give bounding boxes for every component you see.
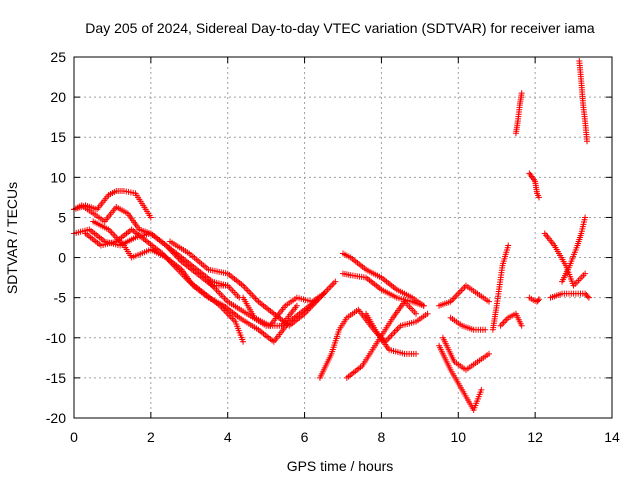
- y-tick-label: 15: [50, 129, 66, 145]
- data-point: [505, 242, 512, 249]
- x-axis-label: GPS time / hours: [287, 458, 394, 474]
- x-tick-label: 4: [224, 429, 232, 445]
- y-tick-label: -20: [46, 410, 66, 426]
- data-point: [240, 338, 247, 345]
- series-track-19: [497, 310, 525, 329]
- x-tick-label: 14: [604, 429, 620, 445]
- y-tick-label: 10: [50, 169, 66, 185]
- data-point: [332, 278, 339, 285]
- series-track-11: [340, 250, 427, 309]
- series-track-16: [439, 334, 493, 373]
- data-point: [584, 293, 591, 300]
- x-tick-label: 6: [301, 429, 309, 445]
- y-tick-label: 25: [50, 49, 66, 65]
- x-tick-label: 2: [147, 429, 155, 445]
- series-track-20: [512, 90, 525, 137]
- grid: [74, 57, 612, 418]
- series-track-15: [436, 282, 493, 309]
- data-point: [535, 296, 542, 303]
- data-point: [424, 310, 431, 317]
- y-tick-label: -5: [54, 290, 67, 306]
- y-tick-label: -15: [46, 370, 66, 386]
- chart-title: Day 205 of 2024, Sidereal Day-to-day VTE…: [85, 20, 595, 36]
- y-tick-label: -10: [46, 330, 66, 346]
- data-point: [583, 291, 590, 298]
- data-point: [320, 290, 327, 297]
- series-track-24: [547, 290, 592, 301]
- data-point: [585, 294, 592, 301]
- data-point: [584, 138, 591, 145]
- series-track-25: [559, 214, 589, 285]
- data-point: [478, 386, 485, 393]
- x-tick-label: 10: [450, 429, 466, 445]
- ticks: 0 2 4 6 8 10 12 14 -20 -15 -10 -5 0 5 10 15 20 25: [46, 49, 620, 445]
- series-track-21: [526, 170, 542, 201]
- data-point: [482, 326, 489, 333]
- series-track-6: [167, 238, 339, 329]
- x-tick-label: 8: [378, 429, 386, 445]
- data-point: [535, 194, 542, 201]
- data-point: [147, 214, 154, 221]
- plot-frame: [73, 56, 613, 419]
- data-point: [486, 350, 493, 357]
- data-point: [486, 298, 493, 305]
- data-point: [582, 290, 589, 297]
- data-point: [518, 90, 525, 97]
- series-track-23: [541, 230, 589, 289]
- x-tick-label: 12: [527, 429, 543, 445]
- data-point: [582, 214, 589, 221]
- y-tick-label: 0: [58, 250, 66, 266]
- y-tick-label: 5: [58, 209, 66, 225]
- data-point: [420, 302, 427, 309]
- data-point: [293, 302, 300, 309]
- series-track-22: [526, 294, 542, 305]
- series-track-14: [436, 342, 485, 413]
- series-track-13: [363, 310, 420, 357]
- y-tick-label: 20: [50, 89, 66, 105]
- data-points: [71, 58, 592, 413]
- series-track-18: [489, 242, 512, 333]
- series-track-12: [343, 298, 420, 381]
- series-track-26: [576, 58, 591, 145]
- series-track-17: [447, 314, 489, 333]
- series-track-8: [240, 290, 327, 329]
- data-point: [413, 310, 420, 317]
- y-axis-label: SDTVAR / TECUs: [4, 182, 20, 294]
- data-point: [518, 322, 525, 329]
- data-point: [413, 350, 420, 357]
- data-point: [582, 270, 589, 277]
- data-point: [535, 297, 542, 304]
- x-tick-label: 0: [70, 429, 78, 445]
